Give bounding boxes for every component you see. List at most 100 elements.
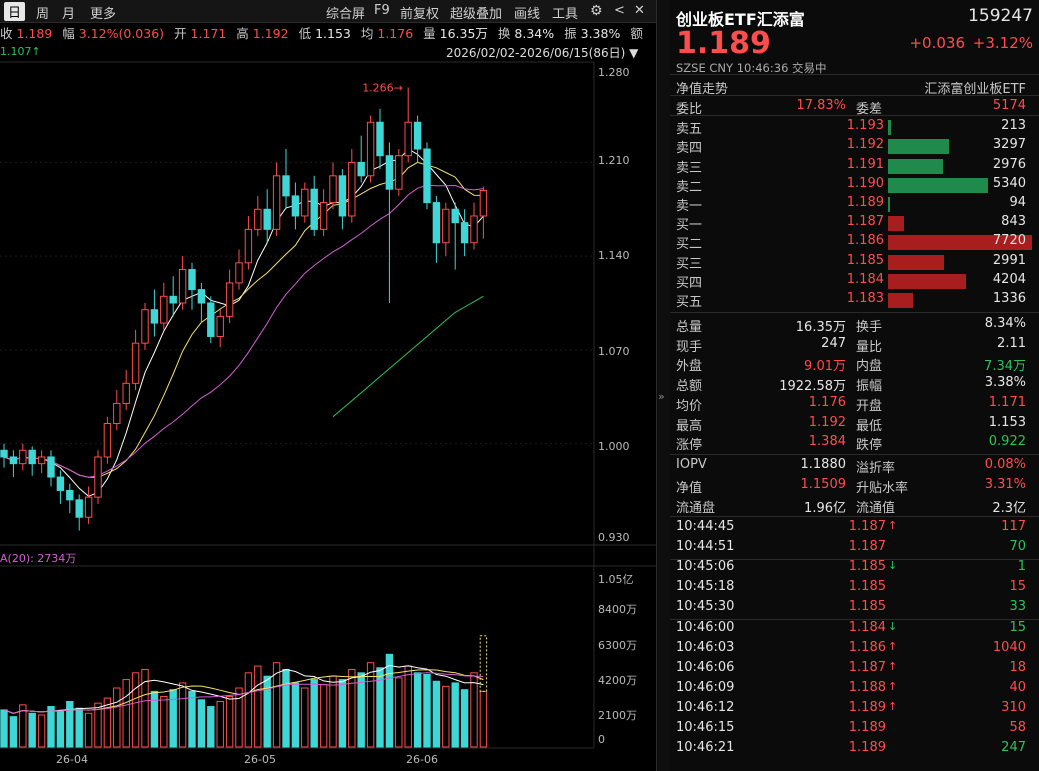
amount-label: 额 [630, 26, 643, 41]
stat-label: 溢折率 [856, 461, 896, 476]
order-imbalance-row: 委比 17.83% 委差 5174 [676, 98, 1032, 117]
candle-body [37, 456, 46, 465]
ask-level-label: 卖五 [676, 122, 703, 137]
candle-body [28, 449, 36, 465]
tick-volume: 40 [1009, 680, 1026, 695]
volume-tick-2: 6300万 [598, 639, 637, 652]
bid-volume: 2991 [992, 252, 1026, 268]
stat-label: 开盘 [856, 398, 883, 414]
volume-bar [84, 712, 93, 748]
tick-row: 10:46:00 1.184 ↓ 15 [676, 620, 1032, 639]
chevron-left-icon[interactable]: < [614, 3, 625, 18]
stat-row: 总额 1922.58万 振幅 3.38% [676, 375, 1032, 394]
ask-price: 1.191 [846, 156, 884, 172]
dropdown-icon[interactable]: ▼ [629, 46, 639, 60]
bid-level-label: 买四 [676, 275, 703, 291]
stat-value: 2.11 [997, 335, 1026, 351]
high-value: 1.192 [252, 26, 289, 41]
tick-price: 1.189 [848, 700, 886, 715]
stat-label: 换手 [856, 320, 883, 335]
bid-level-label: 买二 [676, 237, 703, 253]
stat-value: 1922.58万 [779, 379, 846, 395]
price-tick-3: 1.070 [598, 345, 630, 358]
volume-tick-4: 2100万 [598, 709, 637, 722]
market-info: SZSE CNY 10:46:36 交易中 [676, 60, 827, 76]
stat-label: 净值 [676, 481, 703, 496]
stat-value: 1.153 [988, 414, 1026, 430]
last-price: 1.189 [676, 26, 771, 61]
tool-overview[interactable]: 综合屏 [326, 7, 366, 22]
tick-row: 10:45:30 1.185 33 [676, 599, 1032, 618]
period-tab-week[interactable]: 周 [36, 7, 50, 22]
tool-draw[interactable]: 画线 [514, 7, 541, 22]
tool-adjust[interactable]: 前复权 [400, 7, 440, 22]
candle-body [225, 282, 234, 317]
candle-body [94, 456, 102, 498]
gear-icon[interactable]: ⚙ [590, 3, 603, 19]
tick-volume: 117 [1001, 519, 1026, 534]
double-chevron-right-icon[interactable]: » [658, 390, 665, 403]
close-label: 收 [0, 26, 13, 41]
date-range[interactable]: 2026/02/02-2026/06/15(86日) ▼ [446, 44, 638, 61]
candle-body [141, 309, 149, 344]
stat-label: 内盘 [856, 359, 883, 375]
change-label: 幅 [62, 26, 75, 41]
tick-row: 10:46:21 1.189 247 [676, 740, 1032, 759]
candle-body [291, 195, 300, 217]
volume-ma20-line [3, 672, 484, 714]
panel-collapse-handle[interactable]: » [656, 0, 671, 771]
ask-price: 1.192 [846, 137, 884, 153]
candle-body [479, 190, 488, 217]
volume-ma5-line [3, 664, 484, 714]
candle-body [460, 222, 469, 244]
candle-body [9, 456, 18, 465]
candlestick-chart[interactable]: 1.266→ [0, 0, 656, 771]
stat-value: 16.35万 [795, 320, 846, 335]
tool-tools[interactable]: 工具 [552, 7, 579, 22]
stat-label: 升贴水率 [856, 481, 909, 496]
stat-value: 1.192 [808, 414, 846, 430]
period-tab-month[interactable]: 月 [62, 7, 76, 22]
ask-level-label: 卖一 [676, 199, 703, 215]
divider [670, 95, 1039, 96]
stat-row: 最高 1.192 最低 1.153 [676, 415, 1032, 434]
stat-value: 2.3亿 [992, 501, 1026, 516]
stat-value: 3.31% [984, 477, 1026, 492]
nav-tab[interactable]: 净值走势 [676, 82, 729, 97]
tool-overlay[interactable]: 超级叠加 [450, 7, 503, 22]
tick-row: 10:44:45 1.187 ↑ 117 [676, 519, 1032, 538]
volume-bar [310, 679, 318, 748]
stat-label: 流通值 [856, 501, 896, 516]
chart-panel[interactable]: 日 周 月 更多 综合屏 F9 前复权 超级叠加 画线 工具 ⚙ < ✕ 收 1… [0, 0, 656, 771]
volume-bar [235, 687, 243, 748]
tick-volume: 33 [1009, 599, 1026, 614]
candle-body [263, 208, 271, 230]
volume-bar [329, 675, 337, 748]
etf-stat-row: IOPV 1.1880 溢折率 0.08% [676, 457, 1032, 476]
candle-body [301, 188, 309, 217]
period-tab-day[interactable]: 日 [4, 2, 26, 21]
tick-price: 1.189 [848, 720, 886, 735]
currency: CNY [709, 61, 734, 75]
candle-body [122, 382, 130, 404]
bid-volume: 1336 [992, 291, 1026, 307]
date-tick-0: 26-04 [56, 753, 88, 766]
candle-body [207, 302, 215, 337]
candle-body [282, 175, 290, 197]
divider [670, 312, 1039, 313]
date-tick-1: 26-05 [244, 753, 276, 766]
tick-price: 1.188 [848, 680, 886, 695]
ask-price: 1.193 [846, 118, 884, 133]
tool-f9[interactable]: F9 [374, 3, 390, 18]
bid-price: 1.184 [846, 271, 884, 287]
tick-volume: 15 [1009, 620, 1026, 635]
period-tab-more[interactable]: 更多 [90, 7, 117, 22]
candle-body [470, 215, 478, 244]
close-icon[interactable]: ✕ [634, 3, 645, 18]
date-range-text: 2026/02/02-2026/06/15(86日) [446, 46, 626, 60]
volume-bar [225, 695, 234, 748]
volume-bar [131, 672, 140, 748]
volume-bar [160, 695, 168, 748]
quote-time: 10:46:36 [736, 61, 789, 75]
tick-price: 1.185 [848, 579, 886, 594]
